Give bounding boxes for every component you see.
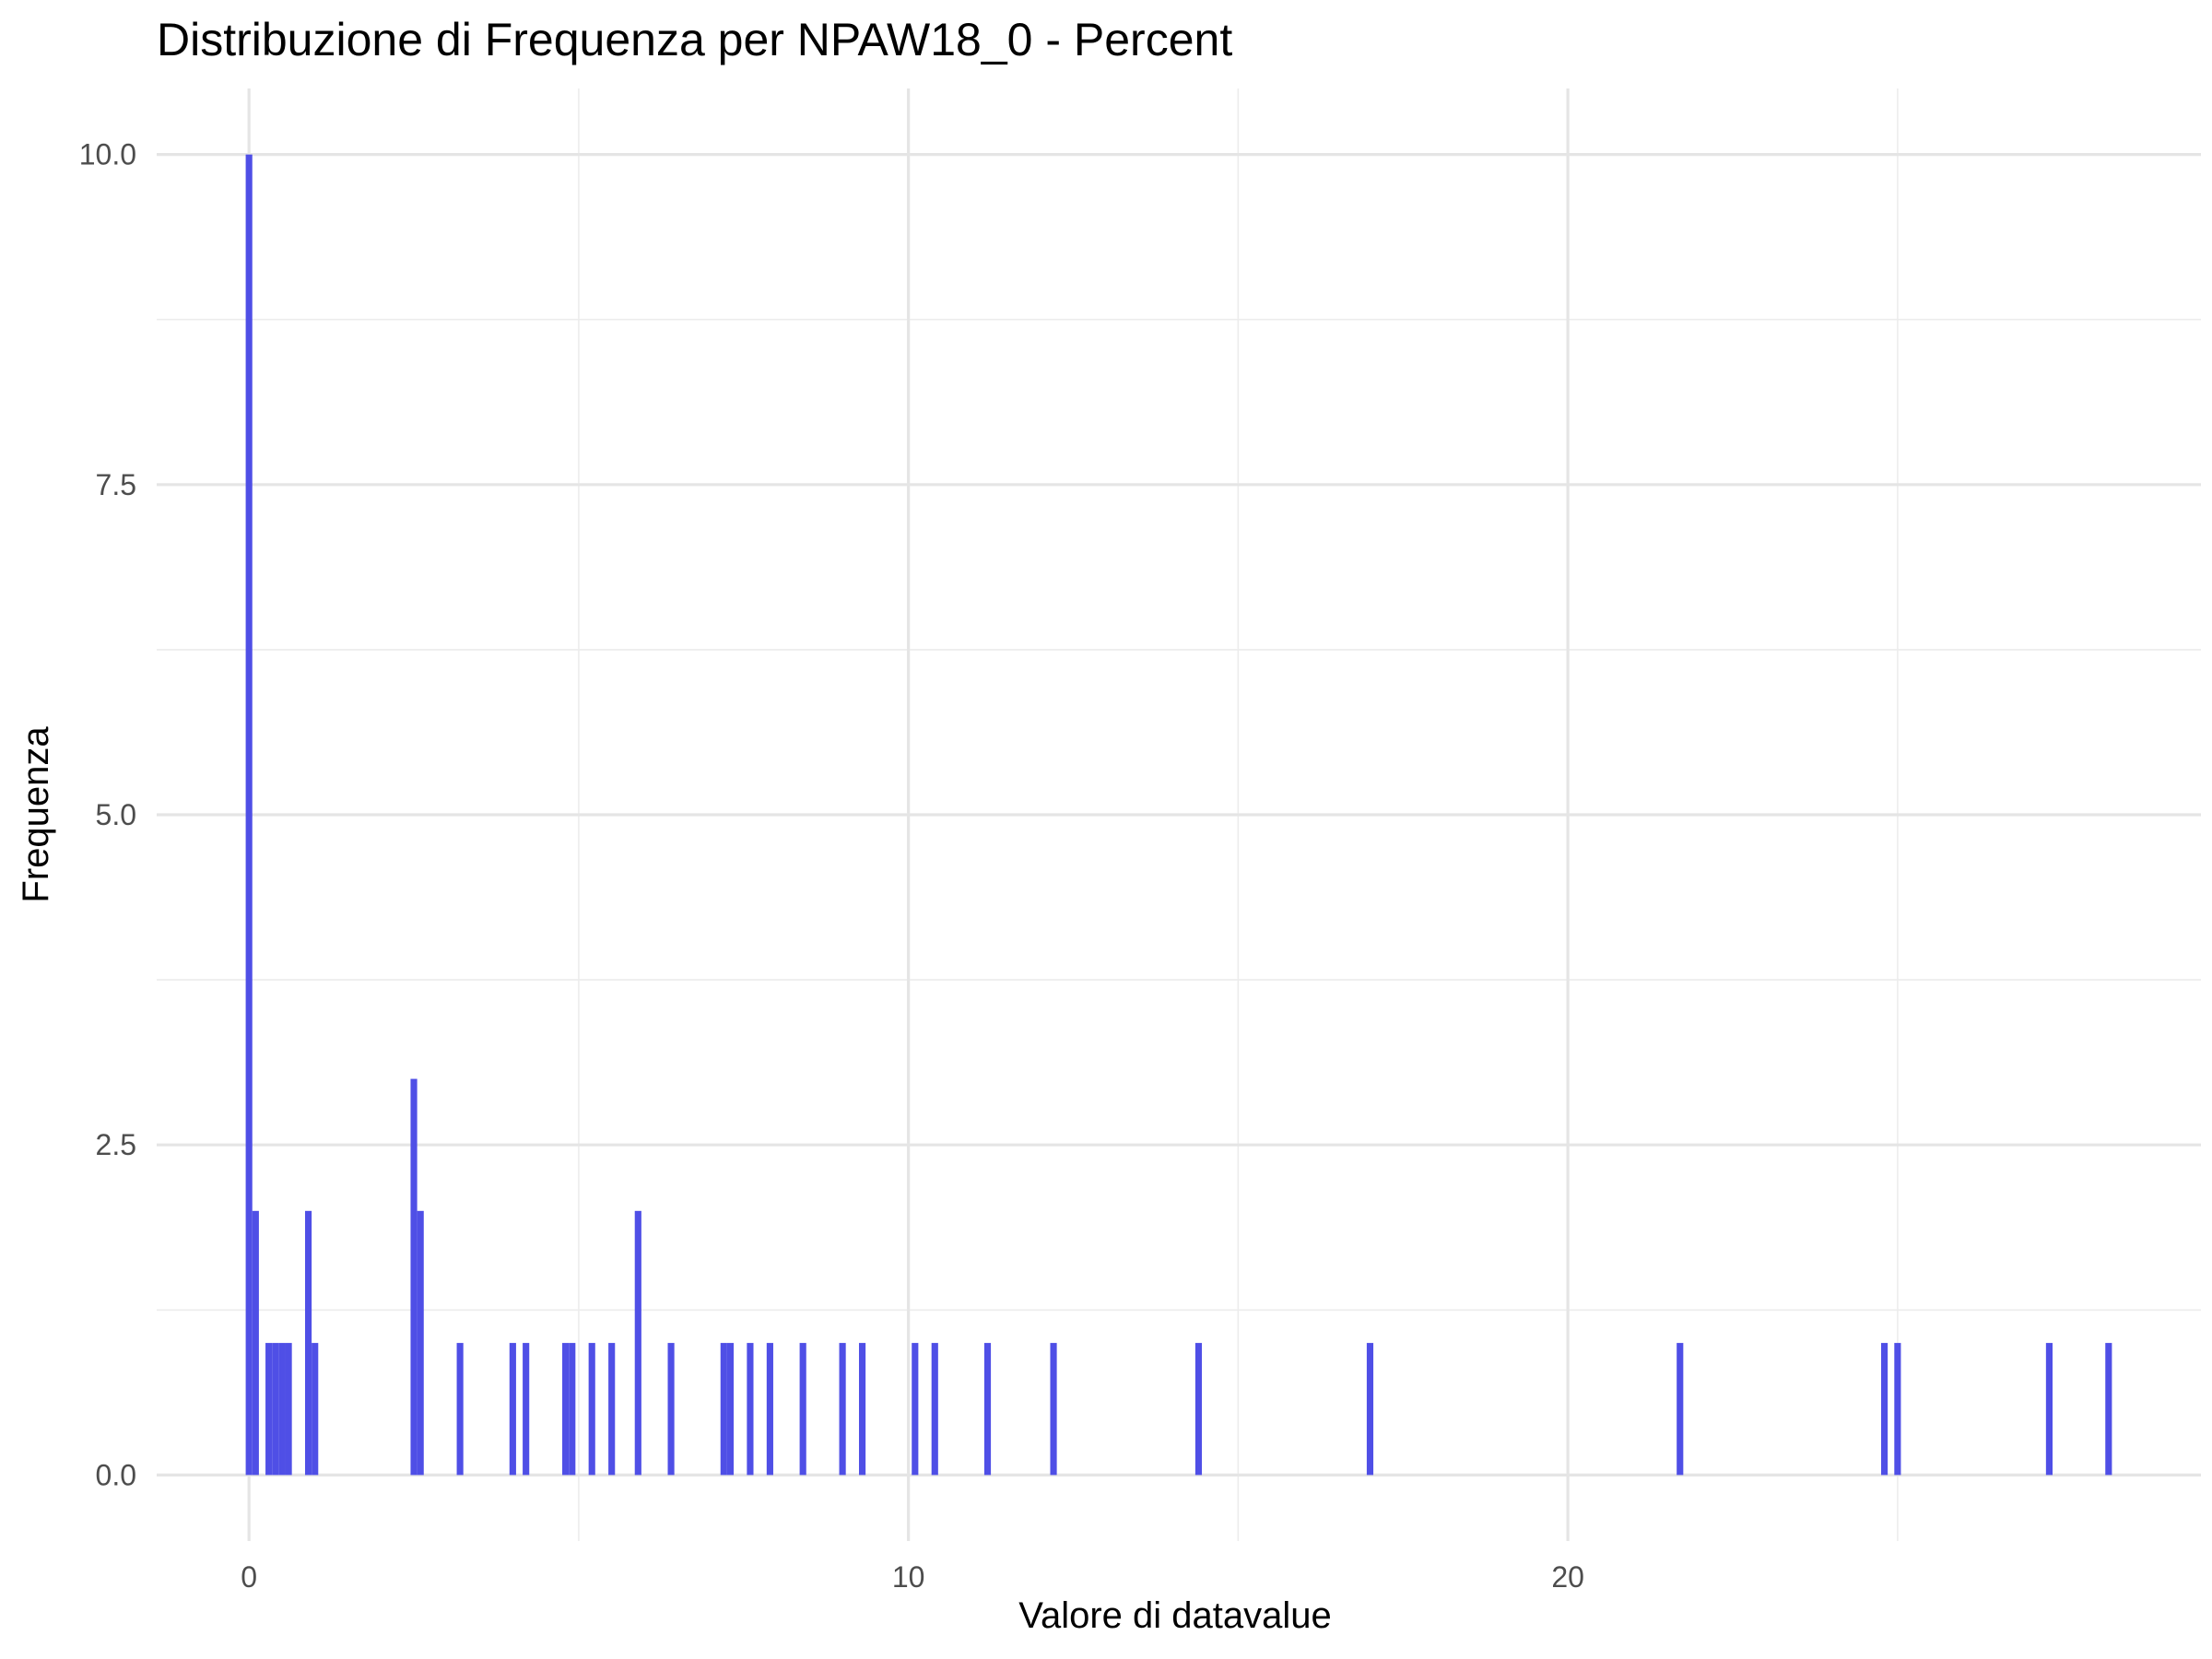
histogram-bar xyxy=(456,1343,464,1476)
y-axis-label: Frequenza xyxy=(16,726,56,903)
histogram-bar xyxy=(2045,1343,2053,1476)
histogram-bar xyxy=(312,1343,319,1476)
x-tick-label: 10 xyxy=(892,1560,925,1594)
bars-group xyxy=(245,154,2112,1476)
y-tick-label: 5.0 xyxy=(96,798,136,831)
histogram-bar xyxy=(1050,1343,1057,1476)
histogram-bar xyxy=(562,1343,570,1476)
y-tick-label: 7.5 xyxy=(96,468,136,501)
x-tick-label: 20 xyxy=(1551,1560,1584,1594)
histogram-bar xyxy=(726,1343,735,1476)
y-tick-label: 2.5 xyxy=(96,1128,136,1161)
y-axis-ticks: 0.0 2.5 5.0 7.5 10.0 xyxy=(79,138,136,1492)
y-tick-label: 0.0 xyxy=(96,1458,136,1491)
histogram-bar xyxy=(747,1343,754,1476)
histogram-bar xyxy=(912,1343,919,1476)
histogram-bar xyxy=(1880,1343,1888,1476)
y-tick-label: 10.0 xyxy=(79,138,136,171)
histogram-bar xyxy=(766,1343,773,1476)
histogram-bar xyxy=(569,1343,576,1476)
histogram-bar xyxy=(417,1210,424,1476)
histogram-bar xyxy=(1366,1343,1374,1476)
histogram-bar xyxy=(667,1343,675,1476)
histogram-bar xyxy=(720,1343,727,1476)
chart-title: Distribuzione di Frequenza per NPAW18_0 … xyxy=(157,14,1232,65)
x-axis-label: Valore di datavalue xyxy=(1018,1595,1332,1636)
histogram-bar xyxy=(272,1343,279,1476)
histogram-bar xyxy=(523,1343,530,1476)
histogram-bar xyxy=(285,1343,292,1476)
histogram-bar xyxy=(588,1343,595,1476)
x-tick-label: 0 xyxy=(241,1560,257,1594)
histogram-bar xyxy=(252,1210,259,1476)
histogram-bar xyxy=(634,1210,641,1476)
histogram-bar xyxy=(839,1343,846,1476)
x-axis-ticks: 0 10 20 xyxy=(241,1560,1584,1594)
histogram-bar xyxy=(245,154,253,1476)
histogram-bar xyxy=(410,1078,418,1476)
histogram-bar xyxy=(2105,1343,2112,1476)
grid-lines xyxy=(157,88,2201,1541)
histogram-bar xyxy=(265,1343,273,1476)
histogram-bar xyxy=(1194,1343,1203,1476)
histogram-bar xyxy=(1677,1343,1684,1476)
histogram-bar xyxy=(799,1343,806,1476)
histogram-bar xyxy=(304,1210,312,1476)
histogram-bar xyxy=(608,1343,616,1476)
histogram-bar xyxy=(983,1343,992,1476)
histogram-bar xyxy=(1894,1343,1901,1476)
histogram-bar xyxy=(858,1343,866,1476)
histogram-bar xyxy=(509,1343,516,1476)
histogram-bar xyxy=(931,1343,938,1476)
histogram-bar xyxy=(278,1343,286,1476)
